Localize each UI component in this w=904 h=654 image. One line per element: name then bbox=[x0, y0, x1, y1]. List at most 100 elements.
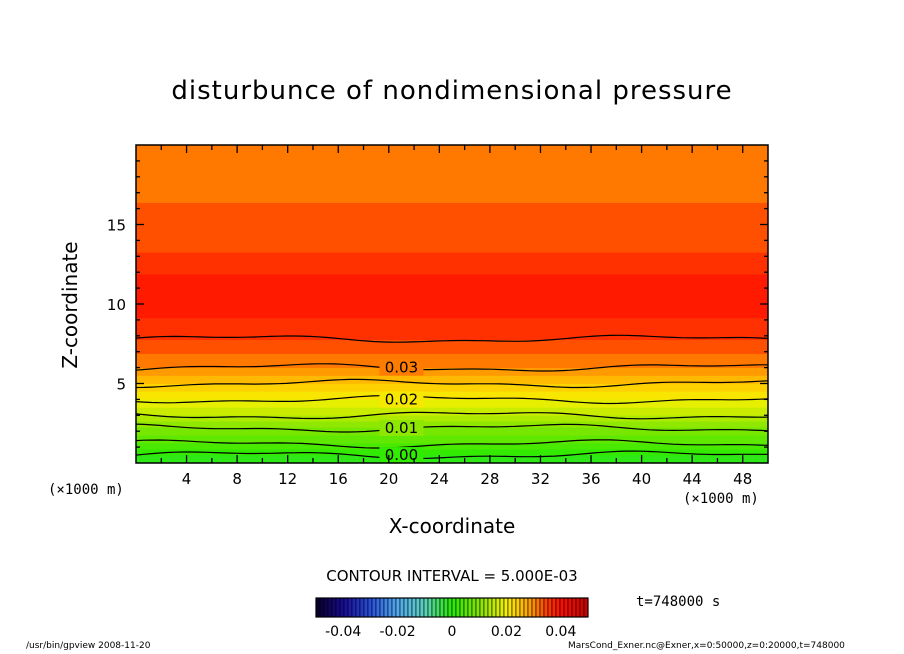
shade-band bbox=[136, 395, 768, 398]
shade-band bbox=[136, 440, 768, 444]
colorbar-cell bbox=[423, 597, 429, 618]
shade-band bbox=[136, 385, 768, 388]
colorbar-cell bbox=[491, 597, 497, 618]
colorbar-cell bbox=[351, 597, 357, 618]
shade-band bbox=[136, 226, 768, 229]
shade-band bbox=[136, 148, 768, 152]
shade-band bbox=[136, 307, 768, 311]
shade-band bbox=[136, 387, 768, 390]
shade-band bbox=[136, 192, 768, 195]
shade-band bbox=[136, 269, 768, 273]
shade-band bbox=[136, 265, 768, 269]
contour-label-bg bbox=[379, 420, 424, 437]
shade-band bbox=[136, 196, 768, 199]
shade-band bbox=[136, 232, 768, 235]
shade-band bbox=[136, 409, 768, 412]
shade-band bbox=[136, 319, 768, 323]
shade-band bbox=[136, 261, 768, 265]
shade-band bbox=[136, 182, 768, 186]
shade-band bbox=[136, 204, 768, 207]
shade-band bbox=[136, 170, 768, 174]
shade-band bbox=[136, 401, 768, 404]
shade-band bbox=[136, 281, 768, 285]
shade-band bbox=[136, 186, 768, 190]
colorbar-cell bbox=[543, 597, 549, 618]
shade-band bbox=[136, 432, 768, 436]
y-unit-label: (×1000 m) bbox=[48, 482, 124, 498]
shade-band bbox=[136, 194, 768, 197]
shade-band bbox=[136, 430, 768, 434]
colorbar-cell bbox=[515, 597, 521, 618]
colorbar-cell bbox=[363, 597, 369, 618]
shade-band bbox=[136, 146, 768, 150]
shade-band bbox=[136, 248, 768, 251]
colorbar-cell bbox=[427, 597, 433, 618]
colorbar-cell bbox=[395, 597, 401, 618]
shade-band bbox=[136, 353, 768, 356]
shade-band bbox=[136, 341, 768, 345]
colorbar-cell bbox=[431, 597, 437, 618]
colorbar-cell bbox=[371, 597, 377, 618]
shade-band bbox=[136, 377, 768, 380]
colorbar-cell bbox=[339, 597, 345, 618]
colorbar-cell bbox=[455, 597, 461, 618]
shade-band bbox=[136, 381, 768, 384]
colorbar-cell bbox=[391, 597, 397, 618]
shade-band bbox=[136, 363, 768, 366]
shade-band bbox=[136, 357, 768, 360]
contour-label-bg bbox=[379, 447, 424, 464]
shade-band bbox=[136, 403, 768, 406]
shade-band bbox=[136, 246, 768, 249]
shade-band bbox=[136, 166, 768, 170]
shade-band bbox=[136, 190, 768, 193]
footer-left: /usr/bin/gpview 2008-11-20 bbox=[26, 641, 151, 651]
y-tick-label: 15 bbox=[107, 217, 126, 235]
contour-line bbox=[135, 423, 769, 433]
shade-band bbox=[136, 323, 768, 327]
contour-label: 0.00 bbox=[385, 446, 418, 464]
contour-line bbox=[135, 450, 769, 460]
colorbar-cell bbox=[471, 597, 477, 618]
shade-band bbox=[136, 415, 768, 418]
contour-line bbox=[135, 334, 769, 343]
shade-band bbox=[136, 420, 768, 424]
shade-band bbox=[136, 405, 768, 408]
shade-band bbox=[136, 438, 768, 442]
shade-band bbox=[136, 347, 768, 351]
colorbar-tick-label: 0.04 bbox=[545, 624, 576, 640]
shade-band bbox=[136, 180, 768, 184]
shade-band bbox=[136, 198, 768, 201]
shade-band bbox=[136, 460, 768, 464]
shade-band bbox=[136, 263, 768, 267]
shade-band bbox=[136, 210, 768, 213]
shade-band bbox=[136, 375, 768, 378]
shade-band bbox=[136, 309, 768, 313]
colorbar-cell bbox=[511, 597, 517, 618]
colorbar-cell bbox=[359, 597, 365, 618]
shade-band bbox=[136, 349, 768, 352]
contour-line bbox=[135, 378, 769, 389]
colorbar-cell bbox=[547, 597, 553, 618]
shade-band bbox=[136, 160, 768, 164]
shade-band bbox=[136, 178, 768, 182]
shade-band bbox=[136, 361, 768, 364]
colorbar-tick-label: -0.02 bbox=[379, 624, 415, 640]
shade-band bbox=[136, 313, 768, 317]
shade-band bbox=[136, 289, 768, 293]
shade-band bbox=[136, 228, 768, 231]
colorbar-cell bbox=[355, 597, 361, 618]
colorbar-cell bbox=[375, 597, 381, 618]
shade-band bbox=[136, 371, 768, 374]
x-unit-label: (×1000 m) bbox=[683, 491, 759, 507]
shade-band bbox=[136, 335, 768, 339]
colorbar-cell bbox=[335, 597, 341, 618]
colorbar-cell bbox=[499, 597, 505, 618]
contour-line bbox=[135, 394, 769, 405]
shade-band bbox=[136, 327, 768, 331]
shade-band bbox=[136, 321, 768, 325]
colorbar bbox=[315, 597, 589, 618]
colorbar-cell bbox=[411, 597, 417, 618]
shade-band bbox=[136, 214, 768, 217]
colorbar-cell bbox=[575, 597, 581, 618]
